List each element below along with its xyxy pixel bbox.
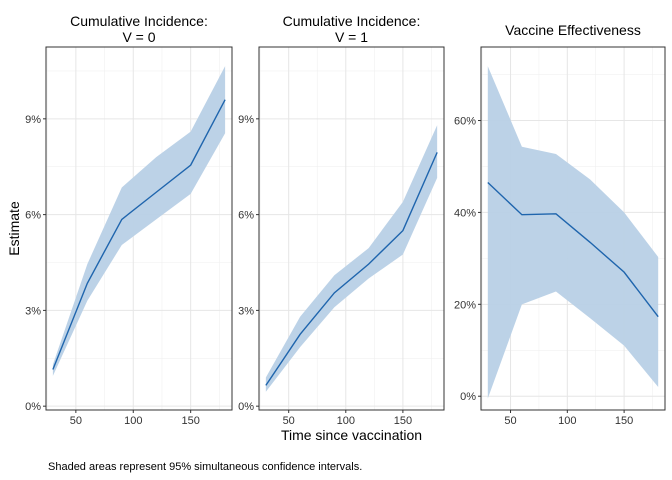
confidence-band — [265, 125, 438, 392]
y-tick-label: 6% — [238, 210, 254, 222]
y-tick-label: 40% — [454, 207, 476, 219]
panel-border — [258, 46, 445, 411]
x-tick-label: 100 — [558, 415, 576, 427]
panel-title: Cumulative Incidence: — [283, 13, 421, 29]
panel-title: Cumulative Incidence: — [70, 13, 208, 29]
y-tick-label: 60% — [454, 116, 476, 128]
y-tick-label: 9% — [238, 114, 254, 126]
y-tick-label: 0% — [460, 391, 476, 403]
panel-v0: 50 100 150 0% 3% 6% 9% Cumulative Incidence:V =… — [25, 13, 233, 427]
x-tick-label: 100 — [337, 415, 355, 427]
confidence-band — [52, 66, 226, 376]
x-tick-label: 100 — [124, 415, 142, 427]
x-tick-label: 50 — [70, 415, 82, 427]
x-tick-label: 150 — [394, 415, 412, 427]
panel-title: Vaccine Effectiveness — [505, 22, 641, 38]
estimate-line — [487, 182, 659, 318]
x-axis-title: Time since vaccination — [281, 427, 422, 443]
caption: Shaded areas represent 95% simultaneous … — [48, 461, 362, 473]
y-tick-label: 3% — [238, 305, 254, 317]
y-tick-label: 20% — [454, 299, 476, 311]
panel-v1: 50 100 150 0% 3% 6% 9% Cumulative Incidence:V =… — [238, 13, 445, 427]
panel-title: V = 1 — [335, 29, 368, 45]
panel-border — [45, 46, 233, 411]
panel-border — [480, 46, 666, 411]
x-tick-label: 50 — [504, 415, 516, 427]
y-tick-label: 9% — [25, 114, 41, 126]
y-tick-label: 0% — [25, 401, 41, 413]
y-tick-label: 0% — [238, 401, 254, 413]
confidence-band — [487, 66, 659, 399]
y-axis-title: Estimate — [6, 201, 22, 256]
x-tick-label: 50 — [283, 415, 295, 427]
x-tick-label: 150 — [615, 415, 633, 427]
panel-title: V = 0 — [122, 29, 155, 45]
x-tick-label: 150 — [181, 415, 199, 427]
estimate-line — [265, 152, 438, 386]
estimate-line — [52, 99, 226, 370]
panel-ve: 50 100 150 0% 20% 40% 60% Vaccine Effectiveness — [454, 22, 666, 427]
y-tick-label: 6% — [25, 210, 41, 222]
y-tick-label: 3% — [25, 305, 41, 317]
